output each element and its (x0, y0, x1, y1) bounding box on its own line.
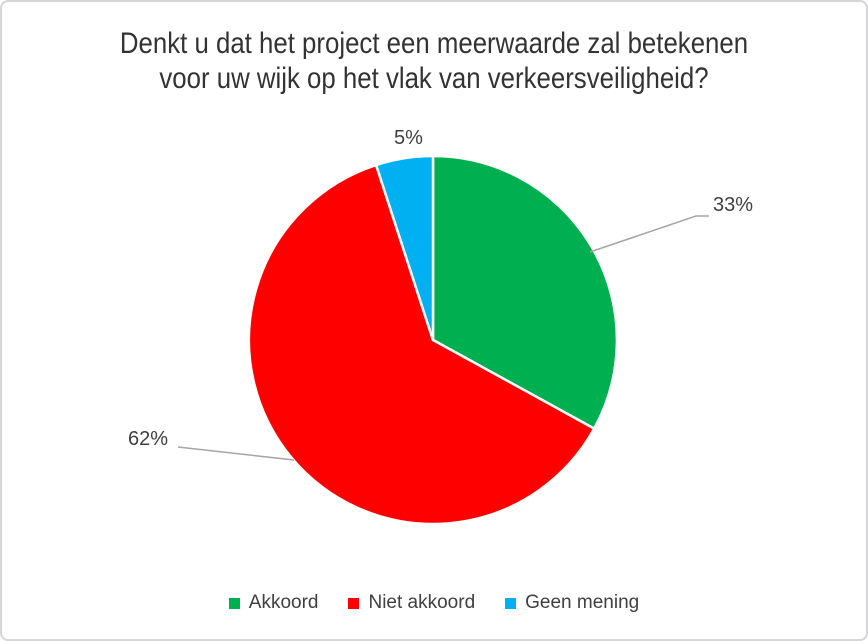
legend-item-geen-mening: Geen mening (505, 592, 639, 614)
pie-slice-akkoord (431, 154, 619, 430)
chart-title: Denkt u dat het project een meerwaarde z… (2, 26, 866, 96)
chart-title-line2: voor uw wijk op het vlak van verkeersvei… (159, 62, 709, 95)
legend-label-akkoord: Akkoord (248, 592, 319, 613)
legend-swatch-geen-mening (505, 597, 517, 609)
legend-swatch-akkoord (228, 597, 240, 609)
data-label-niet-akkoord: 62% (128, 428, 169, 450)
data-label-geen-mening: 5% (394, 127, 423, 149)
pie-slice-geen-mening (374, 154, 435, 342)
leader-line-niet-akkoord (177, 446, 295, 461)
legend-label-geen-mening: Geen mening (525, 592, 640, 613)
legend-item-akkoord: Akkoord (228, 592, 319, 614)
data-label-akkoord: 33% (713, 194, 754, 216)
legend-swatch-niet-akkoord (348, 597, 360, 609)
leader-line-akkoord (589, 215, 709, 253)
legend-item-niet-akkoord: Niet akkoord (348, 592, 475, 614)
chart-title-line1: Denkt u dat het project een meerwaarde z… (119, 27, 749, 60)
pie-slice-niet-akkoord (247, 163, 596, 526)
legend: Akkoord Niet akkoord Geen mening (2, 592, 866, 614)
legend-label-niet-akkoord: Niet akkoord (368, 592, 476, 613)
